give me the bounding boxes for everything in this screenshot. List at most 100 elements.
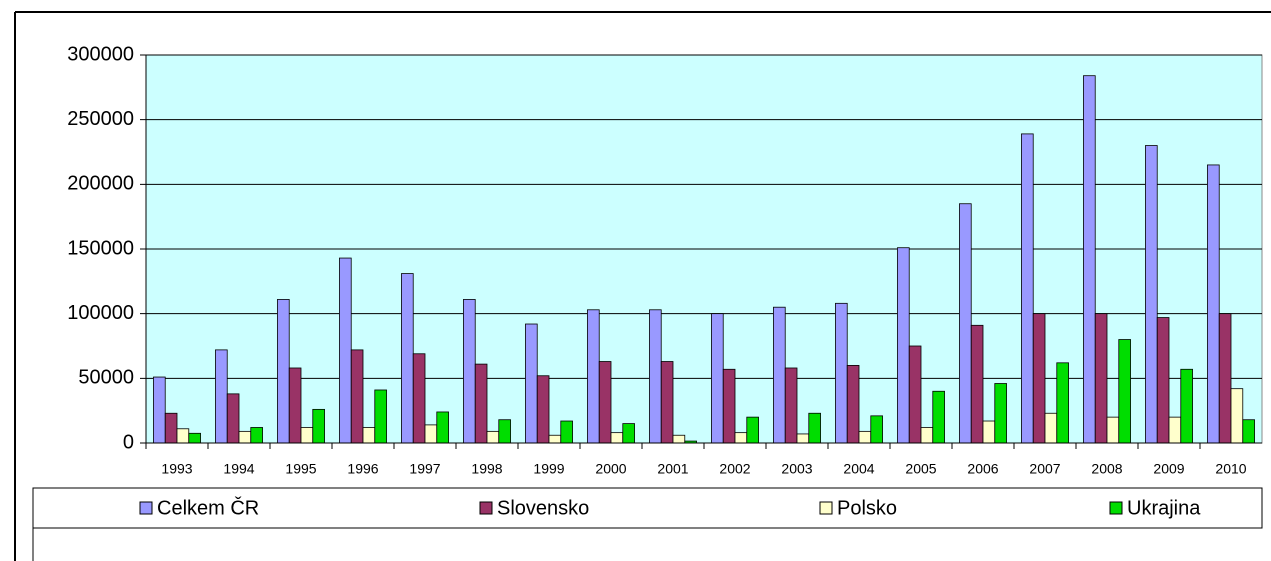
x-tick-label: 2000: [595, 461, 626, 477]
bar: [1168, 416, 1182, 444]
bar: [339, 257, 352, 444]
bar: [1094, 313, 1108, 444]
x-tick-label: 2004: [843, 461, 874, 477]
bar: [908, 345, 922, 444]
bar: [587, 309, 600, 444]
bar: [474, 363, 488, 444]
x-tick-label: 1996: [347, 461, 378, 477]
bar: [498, 419, 511, 444]
legend-swatch: [139, 501, 153, 515]
bar: [277, 299, 290, 444]
x-tick-label: 2008: [1091, 461, 1122, 477]
bar: [746, 416, 759, 444]
bar: [711, 313, 724, 444]
legend-label: Slovensko: [497, 497, 589, 519]
bar: [536, 375, 550, 444]
x-tick-label: 2005: [905, 461, 936, 477]
y-tick-label: 0: [123, 431, 134, 453]
bar: [846, 364, 860, 444]
bar: [312, 408, 325, 444]
x-tick-label: 2006: [967, 461, 998, 477]
bar: [176, 428, 190, 444]
bar: [1218, 313, 1232, 444]
bar: [463, 299, 476, 444]
bar: [598, 361, 612, 444]
y-tick-label: 200000: [67, 173, 134, 195]
bar: [1145, 145, 1158, 444]
bar: [525, 323, 538, 444]
bar: [350, 349, 364, 444]
bar: [1230, 388, 1244, 444]
bar: [932, 390, 945, 444]
legend-label: Ukrajina: [1127, 497, 1201, 519]
bar: [1156, 317, 1170, 444]
bar: [1032, 313, 1046, 444]
bar: [362, 427, 376, 444]
x-tick-label: 2002: [719, 461, 750, 477]
bar: [250, 427, 263, 444]
legend-swatch: [1109, 501, 1123, 515]
bar: [1056, 362, 1069, 444]
bar: [486, 430, 500, 444]
x-tick-label: 2003: [781, 461, 812, 477]
legend-box: [32, 487, 1263, 529]
bar: [970, 324, 984, 444]
bar: [982, 420, 996, 444]
x-tick-label: 1993: [161, 461, 192, 477]
bar: [920, 427, 934, 444]
y-tick-label: 50000: [78, 367, 134, 389]
y-tick-label: 100000: [67, 302, 134, 324]
x-tick-label: 1997: [409, 461, 440, 477]
bar: [1180, 368, 1193, 444]
x-tick-label: 1999: [533, 461, 564, 477]
bar: [164, 412, 178, 444]
bar: [870, 415, 883, 444]
x-tick-label: 1995: [285, 461, 316, 477]
bar: [374, 389, 387, 444]
bar: [734, 432, 748, 444]
x-tick-label: 2001: [657, 461, 688, 477]
bar: [610, 432, 624, 444]
bar: [1021, 133, 1034, 444]
bar: [622, 423, 635, 444]
bar: [153, 376, 166, 444]
bar: [1242, 419, 1255, 444]
y-tick-label: 150000: [67, 237, 134, 259]
y-tick-label: 250000: [67, 108, 134, 130]
bar: [660, 361, 674, 444]
x-tick-label: 1998: [471, 461, 502, 477]
bar: [226, 393, 240, 444]
bar: [300, 427, 314, 444]
bar: [722, 368, 736, 444]
bar: [412, 353, 426, 444]
x-tick-label: 1994: [223, 461, 254, 477]
bar: [959, 203, 972, 444]
bar: [548, 434, 562, 444]
bar: [897, 247, 910, 444]
bar: [560, 420, 573, 444]
bar: [1044, 412, 1058, 444]
bar: [773, 306, 786, 444]
legend-label: Polsko: [837, 497, 897, 519]
bar: [1106, 416, 1120, 444]
x-tick-label: 2010: [1215, 461, 1246, 477]
bar: [401, 273, 414, 444]
bar: [796, 433, 810, 444]
bar: [1118, 339, 1131, 444]
bar: [424, 424, 438, 444]
bar: [188, 432, 201, 444]
bar: [835, 302, 848, 444]
bar: [672, 434, 686, 444]
bar: [238, 430, 252, 444]
y-tick-label: 300000: [67, 43, 134, 65]
bar: [1207, 164, 1220, 444]
x-tick-label: 2009: [1153, 461, 1184, 477]
bar: [784, 367, 798, 444]
legend-swatch: [819, 501, 833, 515]
bar: [649, 309, 662, 444]
bar: [1083, 75, 1096, 444]
legend-swatch: [479, 501, 493, 515]
bar: [994, 383, 1007, 444]
bar: [215, 349, 228, 444]
